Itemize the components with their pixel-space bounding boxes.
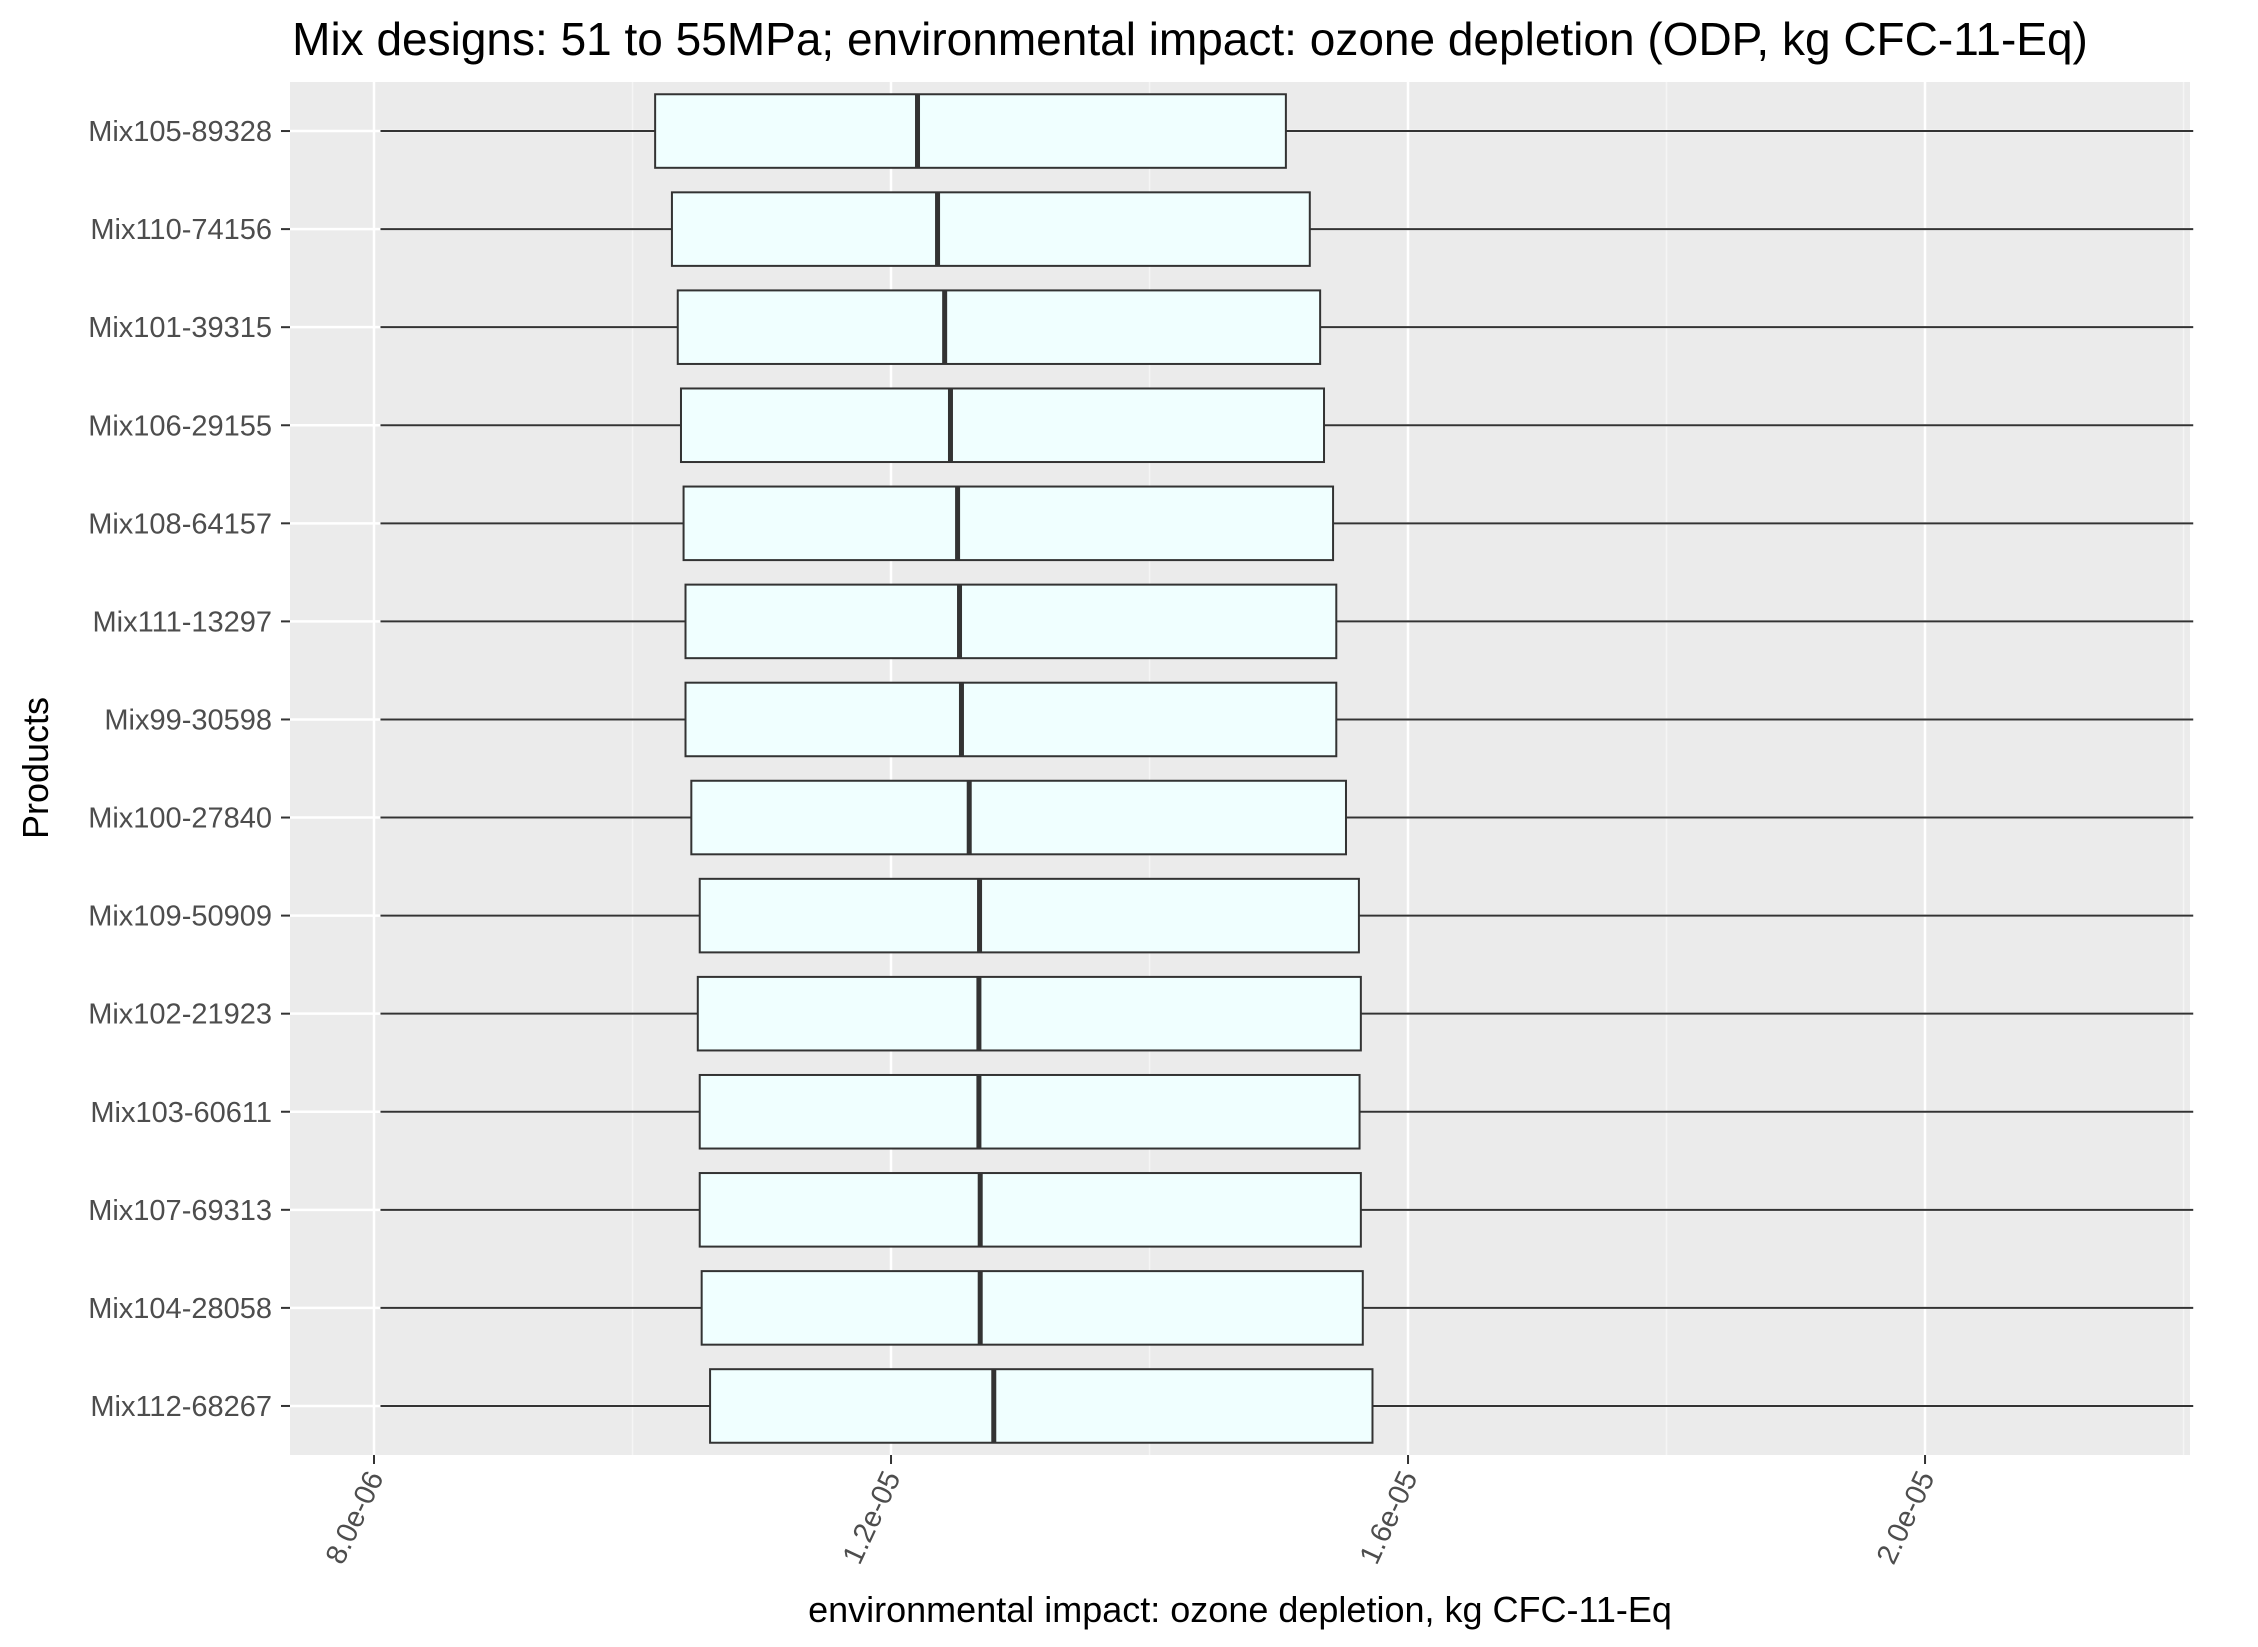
x-tick-label: 1.6e-05 <box>1354 1466 1425 1569</box>
y-tick-label: Mix112-68267 <box>90 1391 272 1423</box>
y-tick-label: Mix100-27840 <box>88 803 272 835</box>
y-tick-label: Mix105-89328 <box>88 116 272 148</box>
y-tick-label: Mix109-50909 <box>88 901 272 933</box>
box-Mix110-74156 <box>380 191 2194 267</box>
x-tick-label: 1.2e-05 <box>837 1466 908 1569</box>
y-tick-label: Mix107-69313 <box>88 1195 272 1227</box>
y-tick-label: Mix102-21923 <box>88 999 272 1031</box>
x-axis: 8.0e-06 1.2e-05 1.6e-05 2.0e-05 <box>320 1455 1942 1569</box>
box-Mix106-29155 <box>380 387 2194 464</box>
y-tick-label: Mix110-74156 <box>90 214 272 246</box>
box-iqr <box>676 289 1322 365</box>
y-tick-label: Mix103-60611 <box>90 1097 272 1129</box>
box-iqr <box>679 387 1326 464</box>
box-iqr <box>682 485 1335 562</box>
box-iqr <box>698 1172 1362 1248</box>
y-tick-label: Mix99-30598 <box>104 704 272 736</box>
x-tick-label: 8.0e-06 <box>320 1466 391 1569</box>
box-iqr <box>698 877 1360 954</box>
box-iqr <box>709 1368 1374 1444</box>
y-tick-label: Mix111-13297 <box>93 606 272 638</box>
box-iqr <box>690 779 1347 856</box>
box-iqr <box>684 583 1338 660</box>
box-Mix112-68267 <box>380 1368 2194 1444</box>
box-iqr <box>670 191 1311 267</box>
y-tick-label: Mix104-28058 <box>88 1293 272 1325</box>
box-iqr <box>700 1270 1364 1346</box>
x-axis-title: environmental impact: ozone depletion, k… <box>808 1589 1672 1630</box>
box-Mix99-30598 <box>380 681 2194 758</box>
box-Mix104-28058 <box>380 1270 2194 1346</box>
box-iqr <box>684 681 1338 758</box>
y-tick-label: Mix101-39315 <box>88 312 272 344</box>
box-Mix108-64157 <box>380 485 2194 562</box>
plot-panel <box>290 82 2190 1455</box>
box-Mix105-89328 <box>380 93 2194 169</box>
box-iqr <box>698 1073 1361 1150</box>
box-Mix102-21923 <box>380 975 2194 1052</box>
box-Mix107-69313 <box>380 1172 2194 1248</box>
y-axis-title: Products <box>15 697 56 839</box>
box-Mix100-27840 <box>380 779 2194 856</box>
box-iqr <box>696 975 1362 1052</box>
x-tick-label: 2.0e-05 <box>1871 1466 1942 1569</box>
y-tick-label: Mix108-64157 <box>88 508 272 540</box>
box-Mix103-60611 <box>380 1073 2194 1150</box>
box-Mix101-39315 <box>380 289 2194 365</box>
y-axis: Mix105-89328 Mix110-74156 Mix101-39315 Mix1… <box>88 116 290 1423</box>
boxes-layer <box>380 93 2194 1444</box>
box-Mix111-13297 <box>380 583 2194 660</box>
chart-title: Mix designs: 51 to 55MPa; environmental … <box>292 13 2088 65</box>
box-iqr <box>654 93 1287 169</box>
box-Mix109-50909 <box>380 877 2194 954</box>
y-tick-label: Mix106-29155 <box>88 410 272 442</box>
